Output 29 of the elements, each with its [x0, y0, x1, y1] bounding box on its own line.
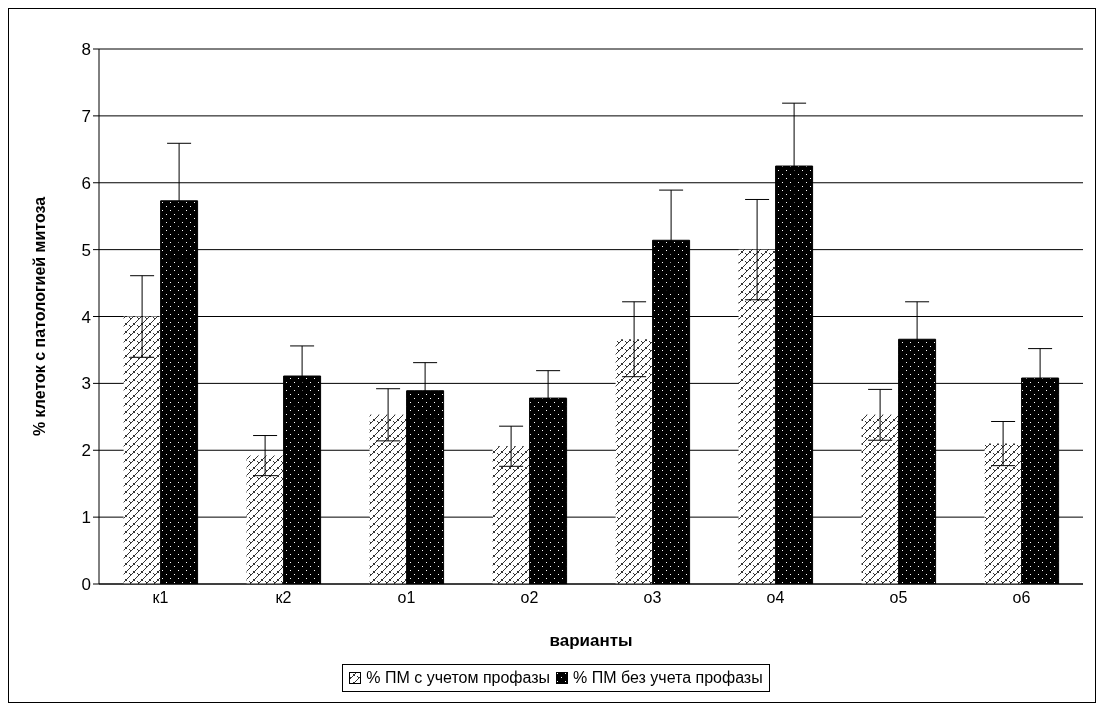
x-tick-label: о2 — [520, 589, 539, 607]
bar — [123, 316, 161, 584]
x-axis-title: варианты — [549, 631, 633, 650]
bar — [369, 414, 407, 584]
x-tick-label: о5 — [889, 589, 908, 607]
bar — [738, 249, 776, 584]
x-tick-label: к1 — [152, 589, 169, 607]
y-tick-label: 3 — [81, 374, 91, 394]
legend-label: % ПМ без учета профазы — [572, 669, 763, 687]
x-tick-label: к2 — [275, 589, 292, 607]
y-tick-label: 1 — [81, 508, 91, 528]
bar — [615, 339, 653, 584]
y-tick-label: 0 — [81, 575, 91, 595]
bar — [246, 455, 284, 584]
x-tick-label: о3 — [643, 589, 662, 607]
bar — [492, 446, 530, 584]
x-tick-label: о4 — [766, 589, 785, 607]
y-tick-label: 6 — [81, 173, 91, 193]
legend-label: % ПМ с учетом профазы — [365, 669, 551, 687]
x-tick-label: о1 — [397, 589, 416, 607]
bar — [861, 414, 899, 584]
y-tick-label: 2 — [81, 441, 91, 461]
y-axis-title: % клеток с патологией митоза — [30, 196, 48, 437]
y-tick-label: 4 — [81, 307, 91, 327]
bar — [984, 443, 1022, 584]
y-tick-label: 5 — [81, 240, 91, 260]
y-tick-label: 8 — [81, 40, 91, 60]
y-tick-label: 7 — [81, 106, 91, 126]
x-tick-label: о6 — [1012, 589, 1031, 607]
